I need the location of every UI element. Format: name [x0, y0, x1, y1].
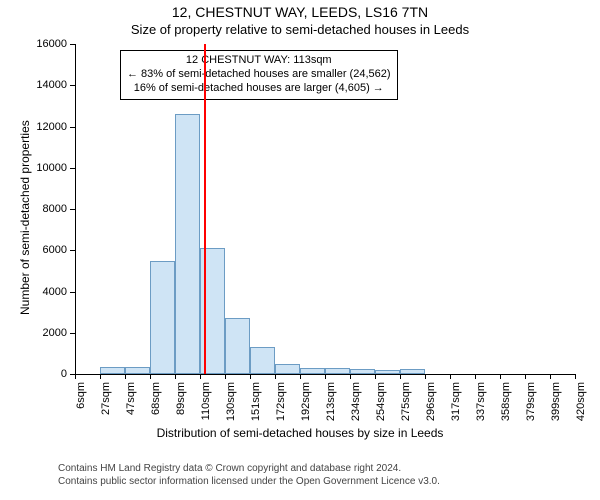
- histogram-bar: [275, 364, 300, 374]
- x-tick-label: 151sqm: [250, 382, 262, 432]
- footer-attribution: Contains HM Land Registry data © Crown c…: [58, 462, 440, 488]
- x-tick: [225, 374, 226, 379]
- annotation-box: 12 CHESTNUT WAY: 113sqm ← 83% of semi-de…: [120, 50, 398, 99]
- histogram-bar: [225, 318, 250, 374]
- x-tick: [175, 374, 176, 379]
- histogram-bar: [300, 368, 325, 374]
- x-tick-label: 296sqm: [425, 382, 437, 432]
- x-tick-label: 6sqm: [75, 382, 87, 432]
- y-tick: [70, 168, 75, 169]
- x-tick: [75, 374, 76, 379]
- x-tick-label: 68sqm: [150, 382, 162, 432]
- x-tick-label: 317sqm: [450, 382, 462, 432]
- x-tick: [500, 374, 501, 379]
- y-tick-label: 12000: [0, 121, 67, 133]
- x-tick-label: 275sqm: [400, 382, 412, 432]
- x-tick-label: 110sqm: [200, 382, 212, 432]
- annotation-line-2: ← 83% of semi-detached houses are smalle…: [127, 68, 391, 82]
- x-tick-label: 254sqm: [375, 382, 387, 432]
- y-tick: [70, 333, 75, 334]
- histogram-bar: [100, 367, 125, 374]
- x-tick: [475, 374, 476, 379]
- x-tick-label: 337sqm: [475, 382, 487, 432]
- page-title-subtitle: Size of property relative to semi-detach…: [0, 22, 600, 37]
- y-tick-label: 4000: [0, 286, 67, 298]
- footer-line-2: Contains public sector information licen…: [58, 475, 440, 488]
- x-tick-label: 358sqm: [500, 382, 512, 432]
- histogram-bar: [125, 367, 150, 374]
- x-tick: [200, 374, 201, 379]
- y-tick-label: 14000: [0, 79, 67, 91]
- histogram-bar: [175, 114, 200, 374]
- reference-vline: [204, 44, 206, 374]
- x-tick-label: 27sqm: [100, 382, 112, 432]
- y-tick: [70, 292, 75, 293]
- annotation-line-3: 16% of semi-detached houses are larger (…: [127, 82, 391, 96]
- x-tick-label: 234sqm: [350, 382, 362, 432]
- footer-line-1: Contains HM Land Registry data © Crown c…: [58, 462, 440, 475]
- histogram-bar: [350, 369, 375, 374]
- histogram-bar: [375, 370, 400, 374]
- x-tick: [375, 374, 376, 379]
- histogram-bar: [325, 368, 350, 374]
- x-tick-label: 379sqm: [525, 382, 537, 432]
- x-tick-label: 130sqm: [225, 382, 237, 432]
- x-tick: [250, 374, 251, 379]
- x-tick: [425, 374, 426, 379]
- x-tick: [575, 374, 576, 379]
- y-tick-label: 6000: [0, 244, 67, 256]
- x-tick: [450, 374, 451, 379]
- y-tick: [70, 209, 75, 210]
- x-tick: [325, 374, 326, 379]
- y-tick: [70, 250, 75, 251]
- y-tick: [70, 44, 75, 45]
- y-tick-label: 2000: [0, 327, 67, 339]
- annotation-line-1: 12 CHESTNUT WAY: 113sqm: [127, 54, 391, 68]
- y-tick-label: 0: [0, 368, 67, 380]
- x-tick: [550, 374, 551, 379]
- y-tick: [70, 85, 75, 86]
- histogram-bar: [250, 347, 275, 374]
- y-tick-label: 10000: [0, 162, 67, 174]
- x-tick-label: 420sqm: [575, 382, 587, 432]
- y-tick-label: 16000: [0, 38, 67, 50]
- x-tick: [275, 374, 276, 379]
- x-tick: [125, 374, 126, 379]
- histogram-bar: [400, 369, 425, 374]
- y-tick-label: 8000: [0, 203, 67, 215]
- x-tick: [100, 374, 101, 379]
- x-tick: [300, 374, 301, 379]
- y-tick: [70, 127, 75, 128]
- x-tick: [150, 374, 151, 379]
- x-tick: [525, 374, 526, 379]
- x-tick: [400, 374, 401, 379]
- histogram-bar: [150, 261, 175, 374]
- x-tick-label: 213sqm: [325, 382, 337, 432]
- page-title-address: 12, CHESTNUT WAY, LEEDS, LS16 7TN: [0, 4, 600, 20]
- x-tick: [350, 374, 351, 379]
- x-tick-label: 192sqm: [300, 382, 312, 432]
- x-tick-label: 47sqm: [125, 382, 137, 432]
- x-tick-label: 399sqm: [550, 382, 562, 432]
- x-tick-label: 89sqm: [175, 382, 187, 432]
- x-tick-label: 172sqm: [275, 382, 287, 432]
